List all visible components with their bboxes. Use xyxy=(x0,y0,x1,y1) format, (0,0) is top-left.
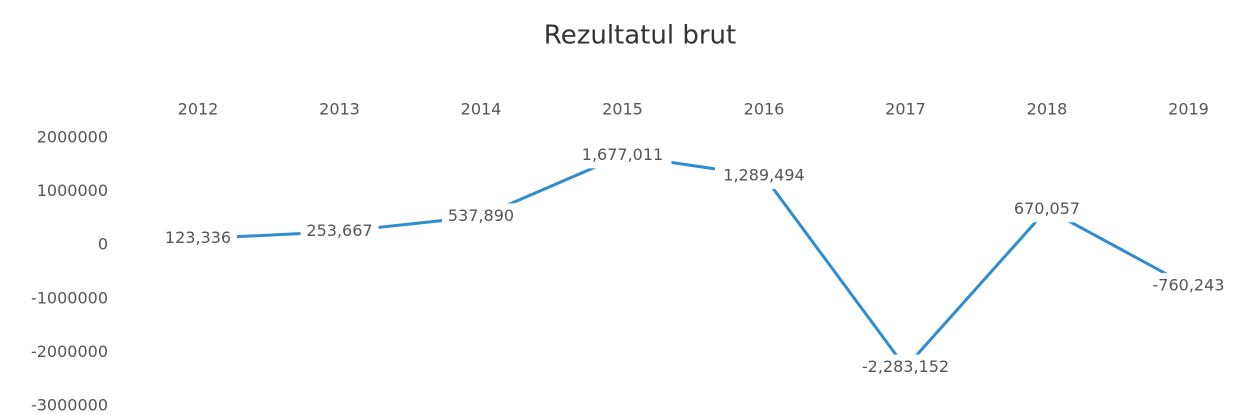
label-background xyxy=(573,142,672,169)
y-tick-label: -1000000 xyxy=(31,288,108,307)
y-tick-label: -3000000 xyxy=(31,396,108,415)
chart-title: Rezultatul brut xyxy=(544,21,736,51)
x-tick-label: 2012 xyxy=(178,100,219,119)
label-background xyxy=(715,163,813,190)
x-tick-label: 2013 xyxy=(319,100,360,119)
label-background xyxy=(442,203,520,230)
x-tick-label: 2015 xyxy=(602,100,643,119)
y-tick-label: 2000000 xyxy=(37,128,108,147)
data-label: 670,057 xyxy=(1014,199,1080,218)
data-label: 537,890 xyxy=(448,206,514,225)
x-tick-label: 2019 xyxy=(1168,100,1209,119)
label-background xyxy=(1008,196,1086,223)
x-tick-label: 2017 xyxy=(885,100,926,119)
label-background xyxy=(1144,272,1233,299)
data-label: -760,243 xyxy=(1153,275,1225,294)
x-tick-label: 2016 xyxy=(744,100,785,119)
x-tick-label: 2014 xyxy=(461,100,502,119)
y-tick-label: -2000000 xyxy=(31,342,108,361)
label-background xyxy=(300,218,379,245)
data-label: 1,677,011 xyxy=(582,145,663,164)
x-tick-label: 2018 xyxy=(1027,100,1068,119)
data-label: 1,289,494 xyxy=(723,166,804,185)
data-line xyxy=(197,153,1190,370)
data-label: 123,336 xyxy=(165,228,231,247)
label-background xyxy=(851,354,960,381)
y-tick-label: 1000000 xyxy=(37,181,108,200)
label-background xyxy=(159,225,237,252)
data-label: -2,283,152 xyxy=(862,357,949,376)
data-label: 253,667 xyxy=(306,221,372,240)
y-tick-label: 0 xyxy=(98,235,108,254)
